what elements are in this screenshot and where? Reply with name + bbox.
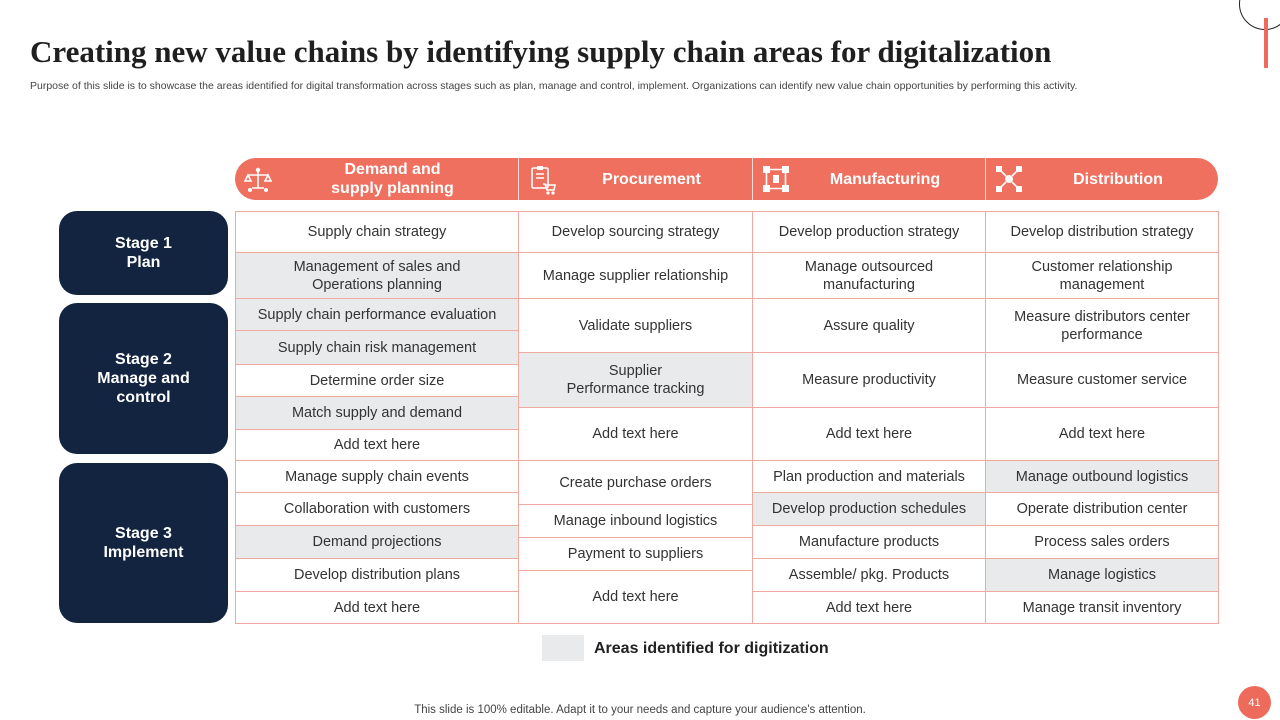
corner-bar-decoration — [1264, 18, 1268, 68]
legend-swatch — [542, 635, 584, 661]
table-cell: Process sales orders — [985, 525, 1219, 559]
column-label: Distribution — [1073, 170, 1163, 188]
table-cell: Collaboration with customers — [235, 492, 519, 526]
clipboard-cart-icon — [531, 166, 556, 195]
table-cell: Manage supply chain events — [235, 460, 519, 493]
table-cell: Add text here — [518, 407, 753, 461]
factory-flow-icon — [763, 166, 789, 192]
table-cell: Add text here — [235, 591, 519, 624]
table-cell: Supply chain risk management — [235, 330, 519, 365]
table-cell: Measure distributors center performance — [985, 298, 1219, 353]
table-cell: Add text here — [235, 429, 519, 461]
legend-label: Areas identified for digitization — [594, 640, 829, 657]
table-cell: Match supply and demand — [235, 396, 519, 430]
stage-1-box: Stage 1 Plan — [59, 211, 228, 295]
table-cell: Payment to suppliers — [518, 537, 753, 571]
table-cell: Create purchase orders — [518, 460, 753, 505]
table-cell: Manage supplier relationship — [518, 252, 753, 299]
table-cell: Validate suppliers — [518, 298, 753, 353]
column-header-procurement: Procurement — [518, 158, 752, 200]
scale-network-icon — [243, 167, 273, 192]
table-cell: Determine order size — [235, 364, 519, 397]
slide-footer: This slide is 100% editable. Adapt it to… — [414, 704, 866, 716]
table-cell: Add text here — [985, 407, 1219, 461]
stage-3-box: Stage 3 Implement — [59, 463, 228, 623]
table-cell: Add text here — [518, 570, 753, 624]
table-cell: Develop production strategy — [752, 211, 986, 253]
table-cell: Supplier Performance tracking — [518, 352, 753, 408]
table-cell: Management of sales and Operations plann… — [235, 252, 519, 299]
table-cell: Supply chain strategy — [235, 211, 519, 253]
table-cell: Operate distribution center — [985, 492, 1219, 526]
table-cell: Measure customer service — [985, 352, 1219, 408]
table-cell: Demand projections — [235, 525, 519, 559]
table-cell: Develop production schedules — [752, 492, 986, 526]
table-cell: Add text here — [752, 407, 986, 461]
page-number-badge: 41 — [1238, 686, 1271, 719]
table-cell: Manage outsourced manufacturing — [752, 252, 986, 299]
table-cell: Manage transit inventory — [985, 591, 1219, 624]
table-cell: Manage outbound logistics — [985, 460, 1219, 493]
column-label: Procurement — [602, 170, 701, 188]
distribution-network-icon — [996, 166, 1022, 192]
table-cell: Add text here — [752, 591, 986, 624]
table-cell: Measure productivity — [752, 352, 986, 408]
table-cell: Assure quality — [752, 298, 986, 353]
slide-title: Creating new value chains by identifying… — [30, 34, 1052, 69]
column-label: Demand and supply planning — [331, 161, 454, 197]
table-cell: Assemble/ pkg. Products — [752, 558, 986, 592]
column-header-manufacturing: Manufacturing — [752, 158, 985, 200]
column-header-bar: Demand and supply planning Procurement — [235, 158, 1218, 200]
table-cell: Manage inbound logistics — [518, 504, 753, 538]
stage-2-box: Stage 2 Manage and control — [59, 303, 228, 454]
table-cell: Develop distribution plans — [235, 558, 519, 592]
column-label: Manufacturing — [829, 170, 941, 188]
table-cell: Manage logistics — [985, 558, 1219, 592]
column-header-distribution: Distribution — [985, 158, 1218, 200]
table-cell: Develop distribution strategy — [985, 211, 1219, 253]
corner-circle-decoration — [1239, 0, 1280, 30]
table-cell: Develop sourcing strategy — [518, 211, 753, 253]
slide-subtitle: Purpose of this slide is to showcase the… — [30, 80, 1078, 92]
column-header-demand: Demand and supply planning — [235, 158, 518, 200]
table-cell: Customer relationship management — [985, 252, 1219, 299]
table-cell: Manufacture products — [752, 525, 986, 559]
table-cell: Plan production and materials — [752, 460, 986, 493]
table-cell: Supply chain performance evaluation — [235, 298, 519, 331]
